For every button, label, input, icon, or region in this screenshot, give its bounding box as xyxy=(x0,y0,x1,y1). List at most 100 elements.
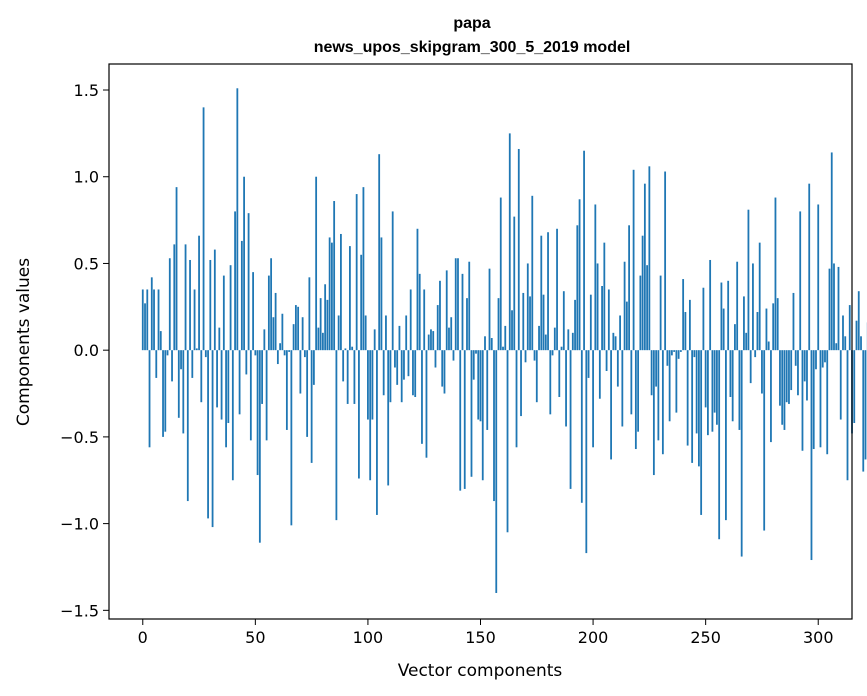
bar xyxy=(144,303,146,351)
bar xyxy=(146,289,149,351)
bar xyxy=(621,350,624,427)
bar xyxy=(486,350,489,430)
bar xyxy=(745,332,748,351)
bar xyxy=(666,350,669,366)
bar xyxy=(292,324,295,351)
y-tick-label: −0.5 xyxy=(60,428,99,447)
bar xyxy=(225,350,227,448)
bar xyxy=(445,270,448,351)
bar xyxy=(394,350,396,368)
bar xyxy=(605,350,608,371)
bar xyxy=(619,315,621,351)
bar xyxy=(718,350,721,540)
bar xyxy=(549,350,552,415)
bar xyxy=(790,350,793,391)
bar xyxy=(222,275,225,351)
bar xyxy=(824,350,826,363)
bar xyxy=(698,350,700,467)
bar xyxy=(247,213,250,351)
bar xyxy=(589,294,592,351)
bar xyxy=(358,350,360,479)
bar xyxy=(182,350,185,434)
bar xyxy=(216,350,218,408)
bar xyxy=(576,225,579,351)
bar xyxy=(783,350,786,430)
bar xyxy=(407,350,410,377)
x-tick-label: 300 xyxy=(803,628,834,647)
bar xyxy=(788,350,790,404)
bar xyxy=(544,334,547,351)
bar xyxy=(412,350,414,396)
bar xyxy=(632,169,635,351)
bar xyxy=(389,350,392,403)
bar xyxy=(853,350,856,424)
bar xyxy=(328,237,331,351)
bar xyxy=(252,272,254,351)
bar xyxy=(634,350,637,450)
bar xyxy=(477,350,480,420)
bar xyxy=(817,204,820,351)
bar xyxy=(337,315,340,351)
bar xyxy=(657,350,660,441)
bar xyxy=(731,350,734,422)
bar xyxy=(639,275,642,351)
bar xyxy=(427,334,430,351)
bar xyxy=(459,350,462,491)
bar xyxy=(479,350,482,422)
bar xyxy=(398,325,401,351)
bar xyxy=(560,346,563,351)
bar xyxy=(515,350,518,448)
bar xyxy=(781,350,784,425)
bar xyxy=(186,350,189,502)
bar xyxy=(643,183,646,351)
bar xyxy=(418,273,421,351)
bar xyxy=(448,327,450,351)
bar xyxy=(164,350,167,432)
bar xyxy=(761,350,763,394)
bar xyxy=(725,350,727,521)
bar xyxy=(499,197,502,351)
bar xyxy=(684,312,687,351)
bar xyxy=(720,282,723,351)
bar xyxy=(673,350,676,352)
bar xyxy=(218,327,221,351)
bar xyxy=(522,292,525,351)
bar xyxy=(580,350,583,503)
bar xyxy=(454,258,457,351)
bar xyxy=(452,350,455,361)
bar xyxy=(779,350,781,406)
bar xyxy=(792,292,795,351)
bar xyxy=(848,305,851,351)
bar xyxy=(659,275,662,351)
bar xyxy=(416,228,419,351)
bar xyxy=(828,268,831,351)
bar xyxy=(155,350,158,378)
bar xyxy=(738,350,741,430)
bar xyxy=(846,350,849,481)
bar xyxy=(583,150,585,351)
y-tick-label: −1.5 xyxy=(60,601,99,620)
bar xyxy=(862,350,865,472)
bar xyxy=(801,350,804,451)
bar xyxy=(189,259,191,351)
bar xyxy=(830,152,833,351)
bar xyxy=(378,154,381,351)
bar xyxy=(450,317,453,351)
bar xyxy=(819,350,822,448)
bar xyxy=(524,350,527,363)
bar xyxy=(261,350,263,404)
bar xyxy=(148,350,151,448)
bar xyxy=(707,350,709,436)
bar xyxy=(157,289,160,351)
bar xyxy=(553,327,556,351)
bar xyxy=(346,350,349,404)
bar xyxy=(517,148,520,351)
bar xyxy=(340,233,342,351)
bar xyxy=(860,336,862,351)
bar xyxy=(670,350,673,356)
bar xyxy=(569,350,572,489)
chart-subtitle: news_upos_skipgram_300_5_2019 model xyxy=(314,39,631,56)
bar xyxy=(592,350,594,448)
bar xyxy=(351,346,354,351)
bar xyxy=(335,350,338,521)
